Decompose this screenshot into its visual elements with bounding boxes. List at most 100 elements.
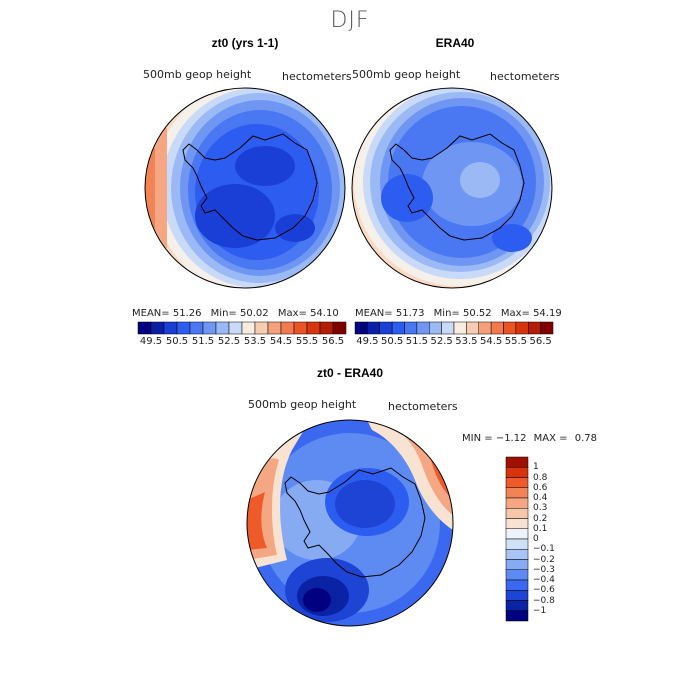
- panel2-max-label: Max=: [500, 308, 530, 319]
- colorbar-swatch: [505, 538, 529, 550]
- colorbar-tick-label: −0.4: [533, 575, 555, 585]
- figure-title: DJF: [330, 8, 370, 33]
- colorbar-swatch: [490, 321, 504, 335]
- colorbar-tick-label: 0.1: [533, 523, 548, 534]
- panel3-colorbar-ticks: 1 0.8 0.6 0.4 0.3 0.2 0.1 0 −0.1 −0.2 −0.3 −0.4 −0.6…: [533, 457, 573, 621]
- colorbar-swatch: [505, 508, 529, 519]
- colorbar-swatch: [416, 321, 430, 335]
- panel2-max-value: 54.19: [533, 308, 562, 319]
- colorbar-swatch: [505, 528, 529, 540]
- colorbar-tick-label: −0.8: [533, 595, 555, 606]
- colorbar-swatch: [540, 321, 554, 335]
- colorbar-tick-label: 55.5: [295, 336, 319, 347]
- panel2-variable: 500mb geop height: [352, 68, 461, 81]
- panel3-max-label: MAX =: [533, 433, 568, 444]
- colorbar-tick-label: 52.5: [430, 336, 453, 347]
- colorbar-swatch: [228, 321, 243, 335]
- panel1-colorbar-ticks: 49.5 50.5 51.5 52.5 53.5 54.5 55.5 56.5: [138, 336, 346, 350]
- panel3-map: [246, 419, 454, 627]
- colorbar-tick-label: 53.5: [243, 336, 267, 347]
- colorbar-tick-label: 56.5: [321, 336, 345, 347]
- panel3-max-value: 0.78: [574, 433, 597, 444]
- panel3-colorbar: [505, 456, 529, 622]
- colorbar-swatch: [202, 321, 217, 335]
- colorbar-tick-label: 49.5: [356, 336, 379, 347]
- colorbar-swatch: [280, 321, 295, 335]
- colorbar-swatch: [528, 321, 541, 335]
- colorbar-tick-label: 51.5: [191, 336, 215, 347]
- colorbar-swatch: [163, 321, 178, 335]
- colorbar-tick-label: −0.1: [533, 544, 555, 555]
- colorbar-tick-label: 53.5: [455, 336, 478, 347]
- colorbar-swatch: [505, 590, 529, 601]
- colorbar-swatch: [367, 321, 380, 335]
- colorbar-swatch: [391, 321, 405, 335]
- colorbar-swatch: [429, 321, 442, 335]
- colorbar-tick-label: 54.5: [269, 336, 293, 347]
- colorbar-tick-label: −0.6: [533, 585, 555, 596]
- colorbar-swatch: [293, 321, 308, 335]
- colorbar-tick-label: 54.5: [479, 336, 503, 347]
- panel1-colorbar: [137, 321, 347, 335]
- colorbar-swatch: [505, 518, 529, 529]
- panel1-coastline: [182, 133, 318, 241]
- colorbar-swatch: [379, 321, 393, 335]
- colorbar-tick-label: −0.2: [533, 554, 555, 565]
- colorbar-tick-label: 56.5: [529, 336, 552, 347]
- panel3-units: hectometers: [388, 400, 458, 413]
- colorbar-tick-label: 50.5: [380, 336, 404, 347]
- colorbar-swatch: [505, 610, 529, 622]
- panel2-min-label: Min=: [433, 308, 460, 319]
- panel1-mean-label: MEAN=: [132, 308, 170, 319]
- colorbar-swatch: [505, 569, 529, 581]
- panel2-map: [351, 87, 553, 289]
- panel3-min-value: −1.12: [495, 433, 527, 444]
- colorbar-tick-label: 0.3: [533, 503, 548, 514]
- colorbar-swatch: [466, 321, 479, 335]
- colorbar-swatch: [515, 321, 529, 335]
- colorbar-swatch: [441, 321, 455, 335]
- colorbar-tick-label: −1: [533, 605, 547, 616]
- colorbar-swatch: [254, 321, 269, 335]
- colorbar-swatch: [503, 321, 517, 335]
- panel1-title: zt0 (yrs 1-1): [211, 36, 279, 50]
- panel2-units: hectometers: [490, 70, 560, 83]
- panel1-max-label: Max=: [277, 308, 307, 319]
- colorbar-tick-label: 55.5: [504, 336, 528, 347]
- panel2-mean-label: MEAN=: [355, 308, 393, 319]
- colorbar-tick-label: 51.5: [405, 336, 429, 347]
- panel3-title: zt0 - ERA40: [316, 366, 384, 380]
- panel1-min-value: 50.02: [239, 308, 269, 319]
- colorbar-swatch: [505, 549, 529, 560]
- colorbar-swatch: [505, 497, 529, 509]
- panel3-coastline: [284, 467, 426, 578]
- colorbar-tick-label: 1: [533, 462, 539, 473]
- panel2-mean-value: 51.73: [395, 308, 425, 319]
- colorbar-swatch: [478, 321, 492, 335]
- colorbar-swatch: [505, 559, 529, 570]
- colorbar-swatch: [505, 477, 529, 488]
- panel2-min-value: 50.52: [462, 308, 492, 319]
- panel2-colorbar-ticks: 49.5 50.5 51.5 52.5 53.5 54.5 55.5 56.5: [355, 336, 553, 350]
- panel3-min-label: MIN =: [462, 433, 493, 444]
- panel2-title: ERA40: [435, 36, 475, 50]
- panel1-stats: MEAN= 51.26 Min= 50.02 Max= 54.10: [132, 308, 339, 319]
- colorbar-swatch: [505, 579, 529, 591]
- colorbar-tick-label: 0: [533, 534, 539, 544]
- colorbar-swatch: [404, 321, 418, 335]
- panel1-variable: 500mb geop height: [143, 68, 252, 81]
- panel1-max-value: 54.10: [310, 308, 339, 319]
- colorbar-swatch: [505, 600, 529, 611]
- colorbar-swatch: [241, 321, 256, 335]
- colorbar-swatch: [453, 321, 467, 335]
- panel2-colorbar: [354, 321, 554, 335]
- colorbar-swatch: [137, 321, 152, 335]
- colorbar-tick-label: 0.2: [533, 513, 548, 524]
- colorbar-tick-label: 0.8: [533, 472, 548, 483]
- colorbar-swatch: [176, 321, 191, 335]
- colorbar-tick-label: 50.5: [165, 336, 189, 347]
- colorbar-swatch: [332, 321, 347, 335]
- colorbar-tick-label: 0.4: [533, 493, 548, 503]
- colorbar-tick-label: −0.3: [533, 564, 555, 575]
- panel1-map: [144, 87, 346, 289]
